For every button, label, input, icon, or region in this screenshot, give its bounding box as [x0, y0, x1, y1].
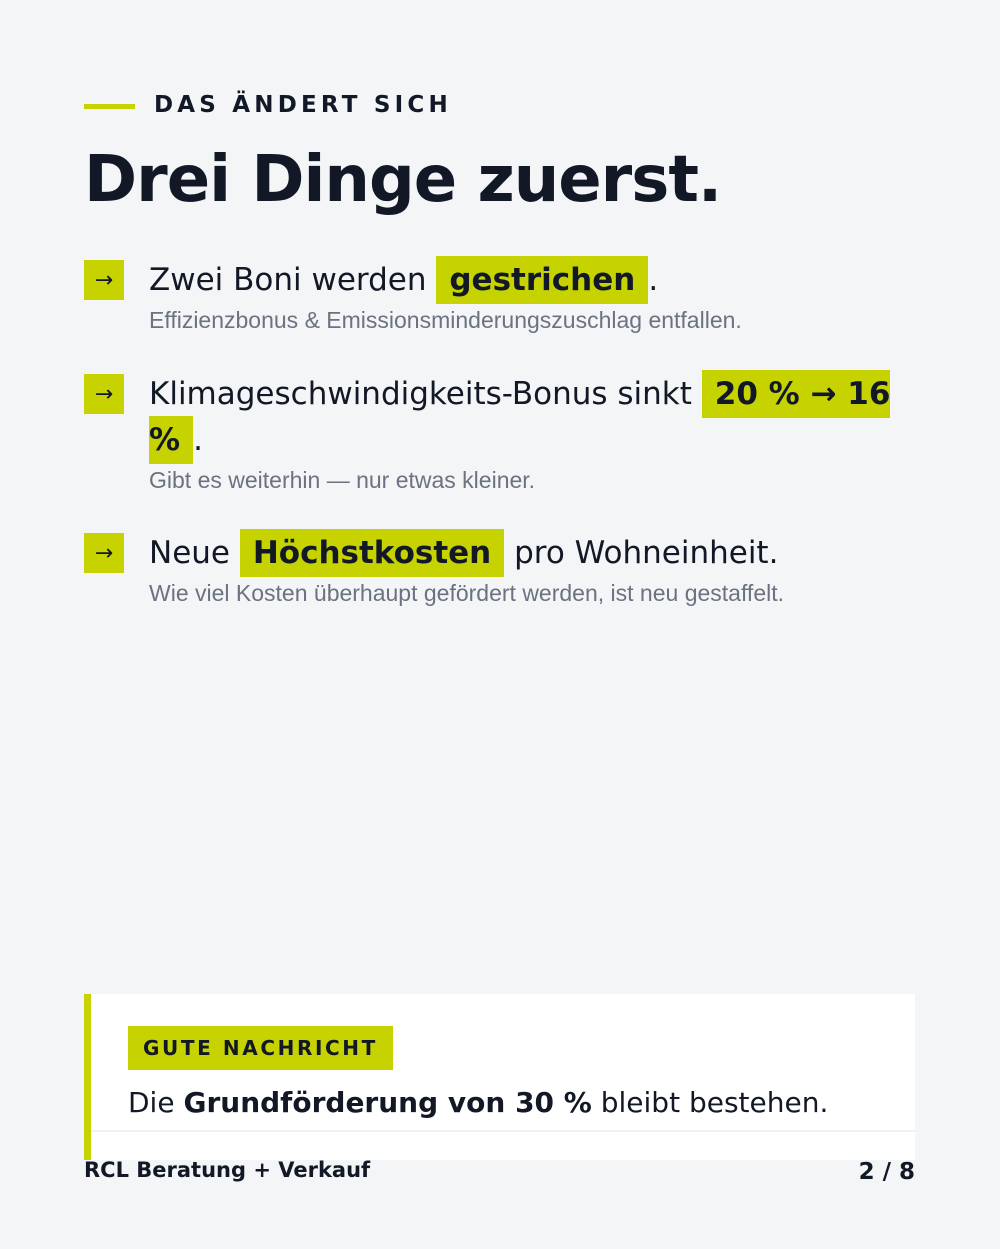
callout-text-suffix: bleibt bestehen.	[591, 1086, 829, 1119]
arrow-right-icon: →	[84, 260, 124, 300]
divider	[91, 1130, 915, 1132]
item-description: Effizienzbonus & Emissionsminderungszusc…	[149, 307, 742, 333]
item-heading: Neue Höchstkosten pro Wohneinheit.	[149, 529, 924, 577]
item-highlight: Höchstkosten	[239, 529, 505, 577]
callout-text: Die Grundförderung von 30 % bleibt beste…	[128, 1086, 828, 1119]
callout-text-bold: Grundförderung von 30 %	[183, 1086, 592, 1119]
kicker-text: DAS ÄNDERT SICH	[154, 92, 452, 118]
footer-brand: RCL Beratung + Verkauf	[84, 1158, 371, 1182]
list-item: → Zwei Boni werden gestrichen. Effizienz…	[84, 256, 924, 334]
item-heading: Zwei Boni werden gestrichen.	[149, 256, 924, 304]
item-heading-suffix: .	[648, 262, 659, 298]
item-heading: Klimageschwindigkeits-Bonus sinkt 20 % →…	[149, 370, 924, 464]
arrow-right-icon: →	[84, 533, 124, 573]
item-heading-text: Zwei Boni werden	[149, 262, 437, 298]
page-title: Drei Dinge zuerst.	[84, 143, 722, 217]
item-heading-text: Neue	[149, 535, 240, 571]
item-description: Wie viel Kosten überhaupt gefördert werd…	[149, 580, 785, 606]
page-indicator: 2 / 8	[858, 1159, 915, 1185]
callout-badge: GUTE NACHRICHT	[128, 1026, 393, 1070]
kicker: DAS ÄNDERT SICH	[84, 92, 452, 118]
callout-accent-bar	[84, 994, 91, 1160]
callout-text-prefix: Die	[128, 1086, 184, 1119]
list-item: → Neue Höchstkosten pro Wohneinheit. Wie…	[84, 529, 924, 607]
item-description: Gibt es weiterhin — nur etwas kleiner.	[149, 467, 536, 493]
list-item: → Klimageschwindigkeits-Bonus sinkt 20 %…	[84, 370, 924, 494]
item-heading-suffix: .	[193, 422, 203, 458]
item-heading-text: Klimageschwindigkeits-Bonus sinkt	[149, 376, 702, 412]
item-highlight: gestrichen	[436, 256, 649, 304]
good-news-callout: GUTE NACHRICHT Die Grundförderung von 30…	[84, 994, 915, 1160]
item-heading-suffix: pro Wohneinheit.	[504, 535, 779, 571]
kicker-accent-line	[84, 103, 135, 109]
arrow-right-icon: →	[84, 374, 124, 414]
